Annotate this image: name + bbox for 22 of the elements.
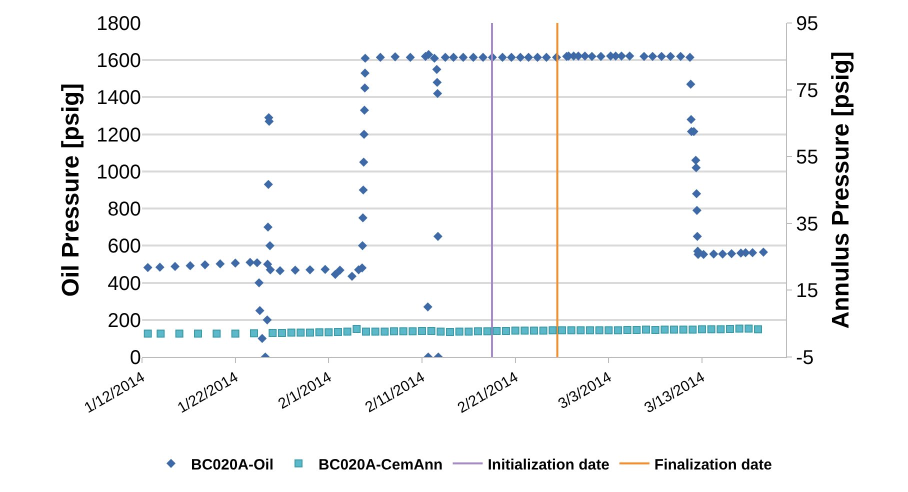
- legend-label: BC020A-CemAnn: [318, 456, 443, 474]
- y2-tick-label: 15: [796, 280, 818, 302]
- y-tick-label: 200: [108, 310, 141, 332]
- y-tick-label: 1800: [96, 13, 141, 35]
- y2-tick-label: 75: [796, 80, 818, 102]
- y2-axis-title: Annulus Pressure [psig]: [828, 51, 855, 329]
- y-tick-label: 1000: [96, 161, 141, 184]
- y-tick-label: 1200: [96, 124, 141, 146]
- y2-tick-label: 95: [796, 13, 818, 35]
- y2-tick-label: 35: [796, 213, 818, 236]
- y-tick-label: 600: [108, 236, 141, 258]
- y-tick-label: 0: [130, 347, 141, 369]
- legend-label: BC020A-Oil: [191, 456, 274, 474]
- y2-tick-label: 55: [796, 146, 818, 169]
- y-tick-label: 1600: [96, 50, 141, 72]
- y-tick-label: 1400: [96, 87, 141, 110]
- y-tick-label: 800: [108, 198, 141, 221]
- legend-label: Finalization date: [654, 456, 772, 474]
- y2-tick-label: -5: [796, 347, 814, 369]
- y-tick-label: 400: [108, 272, 141, 295]
- legend-label: Initialization date: [488, 456, 610, 474]
- y-axis-title: Oil Pressure [psig]: [58, 83, 85, 297]
